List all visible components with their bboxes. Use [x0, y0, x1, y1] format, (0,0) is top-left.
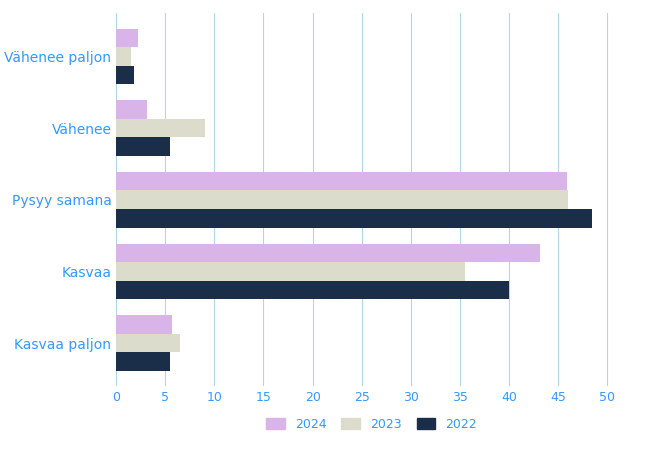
- Bar: [116, 66, 134, 84]
- Bar: [116, 119, 205, 137]
- Bar: [116, 47, 131, 66]
- Bar: [116, 315, 172, 334]
- Legend: 2024, 2023, 2022: 2024, 2023, 2022: [261, 413, 482, 436]
- Bar: [116, 100, 147, 119]
- Bar: [116, 334, 180, 352]
- Bar: [116, 29, 138, 47]
- Bar: [116, 137, 171, 156]
- Bar: [116, 209, 592, 228]
- Bar: [116, 190, 568, 209]
- Bar: [116, 262, 464, 281]
- Bar: [116, 243, 540, 262]
- Bar: [116, 352, 171, 371]
- Bar: [116, 281, 509, 299]
- Bar: [116, 172, 567, 190]
